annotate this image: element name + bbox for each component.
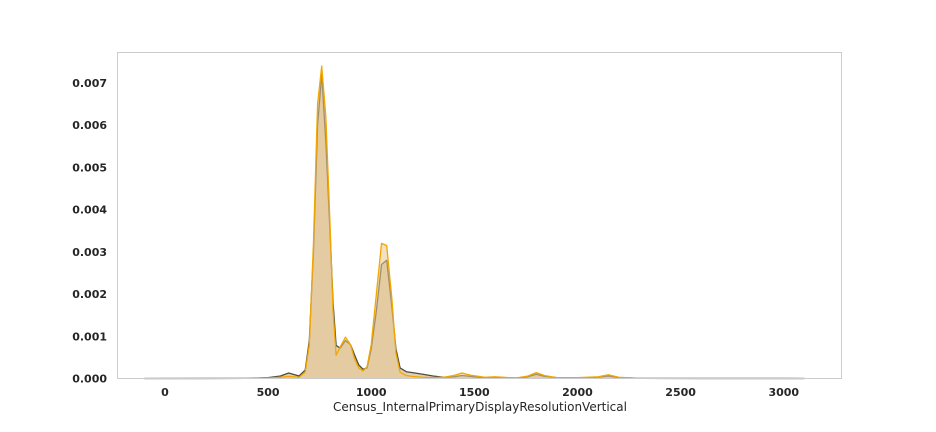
x-tick-label: 2500 <box>665 386 696 399</box>
y-tick-label: 0.002 <box>72 288 107 301</box>
x-axis-ticks: 0 500 1000 1500 2000 2500 3000 <box>161 386 799 399</box>
series-2-area <box>144 66 805 379</box>
x-tick-label: 2000 <box>562 386 593 399</box>
y-tick-label: 0.005 <box>72 161 107 174</box>
y-axis-ticks: 0.000 0.001 0.002 0.003 0.004 0.005 0.006 0.007 <box>72 77 107 386</box>
y-tick-label: 0.001 <box>72 330 107 343</box>
x-tick-label: 3000 <box>768 386 799 399</box>
x-tick-label: 0 <box>161 386 169 399</box>
series-2-line <box>144 65 805 380</box>
plot-frame <box>117 52 842 379</box>
y-tick-label: 0.003 <box>72 246 107 259</box>
x-tick-label: 1500 <box>459 386 490 399</box>
y-tick-label: 0.000 <box>72 373 107 386</box>
y-tick-label: 0.007 <box>72 77 107 90</box>
x-tick-label: 1000 <box>356 386 387 399</box>
series-1-area <box>144 74 805 379</box>
y-tick-label: 0.006 <box>72 119 107 132</box>
x-axis-label: Census_InternalPrimaryDisplayResolutionV… <box>333 400 627 414</box>
series-1-line <box>144 73 805 380</box>
x-tick-label: 500 <box>257 386 280 399</box>
y-tick-label: 0.004 <box>72 204 107 217</box>
series-layer <box>144 65 805 380</box>
